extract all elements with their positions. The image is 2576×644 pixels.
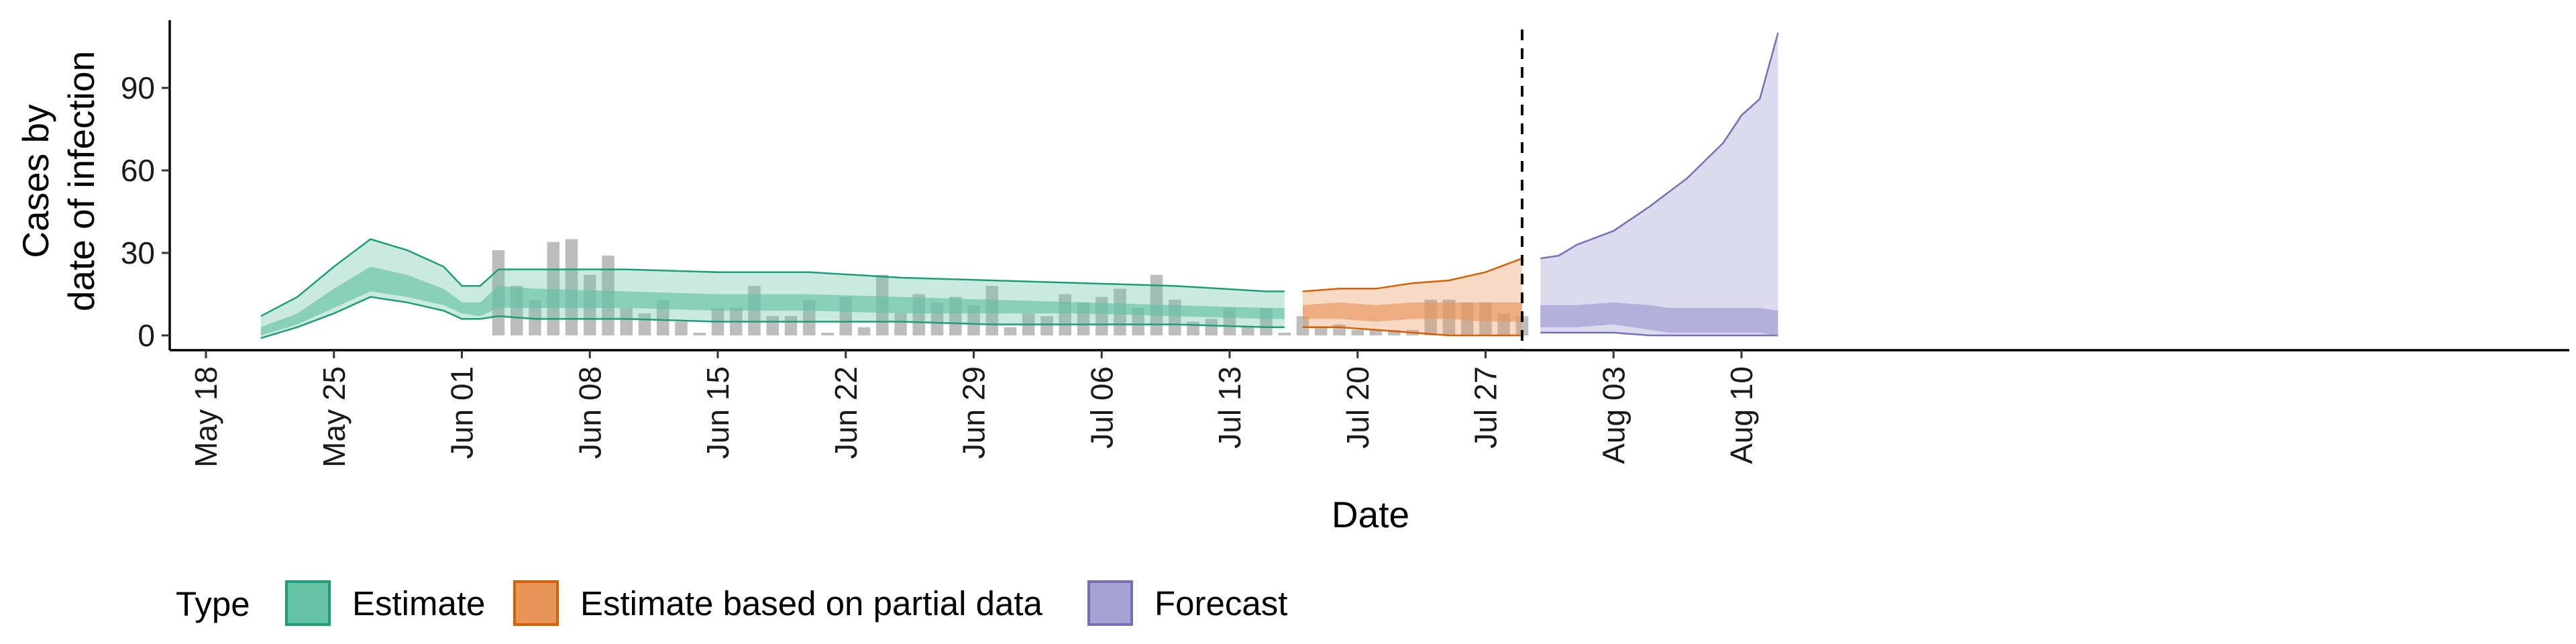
x-tick-label: Jul 06 [1084,366,1119,449]
observed-case-bar [1387,329,1401,335]
legend-title: Type [176,585,250,623]
x-tick-label: Jun 01 [445,366,480,459]
x-tick-label: Jun 15 [700,366,735,459]
x-tick-label: Aug 03 [1596,366,1631,464]
legend-label-0: Estimate [352,584,485,623]
observed-case-bar [1369,329,1383,335]
legend-label-1: Estimate based on partial data [580,584,1043,623]
observed-case-bar [529,299,541,335]
legend-label-2: Forecast [1155,584,1287,623]
observed-case-bar [1351,329,1364,335]
ribbon-50-2 [1540,302,1778,335]
observed-case-bar [1004,327,1017,335]
ribbon-upper-edge-1 [1302,258,1523,292]
ribbon-lower-edge-0 [260,296,1285,339]
x-tick-label: Jul 27 [1468,366,1503,449]
observed-case-bar [857,327,871,335]
observed-case-bar [547,241,560,335]
ribbon-lower-edge-1 [1303,326,1522,337]
y-tick-label: 90 [121,70,155,105]
ribbon-lower-edge-2 [1540,331,1778,337]
y-axis-title-line-1: Cases by [15,104,56,258]
x-tick-label: May 18 [189,366,223,468]
y-tick-label: 60 [121,153,155,188]
observed-case-bar [894,313,907,335]
y-tick-label: 0 [138,318,155,353]
legend: Type Estimate Estimate based on partial d… [176,580,1287,626]
plot-area: 0 30 60 90 May 18 May 25 Jun 01 Jun 08 Jun 15 Jun… [121,20,2569,468]
observed-case-bar [821,333,834,335]
x-tick-label: Jun 22 [828,366,863,459]
x-tick-label: Aug 10 [1724,366,1759,464]
observed-case-bar [693,333,706,335]
legend-swatch-2 [1087,580,1133,626]
observed-case-bar [1241,327,1254,335]
observed-case-bar [675,321,688,335]
x-tick-label: Jun 29 [957,366,991,459]
ribbon-upper-edge-0 [260,238,1285,317]
ribbon-50-1 [1303,302,1522,322]
legend-swatch-0 [285,580,331,626]
observed-case-bar [565,239,578,335]
observed-case-bar [1205,319,1218,335]
ribbon-50-0 [260,266,1285,335]
y-axis-title-line-2: date of infection [60,51,102,311]
observed-case-bar [1314,327,1328,335]
observed-case-bar [1040,316,1053,335]
observed-case-bar [1296,316,1309,335]
ribbon-90-2 [1540,33,1778,335]
x-tick-label: Jun 08 [572,366,607,459]
observed-case-bar [1278,332,1291,335]
x-axis-title: Date [1332,494,1409,535]
legend-swatch-1 [513,580,559,626]
x-tick-label: Jul 20 [1340,366,1375,449]
ribbon-upper-edge-2 [1540,32,1779,260]
x-tick-label: May 25 [317,366,352,468]
observed-case-bar [620,308,633,335]
x-tick-label: Jul 13 [1212,366,1247,449]
y-tick-label: 30 [121,235,155,270]
